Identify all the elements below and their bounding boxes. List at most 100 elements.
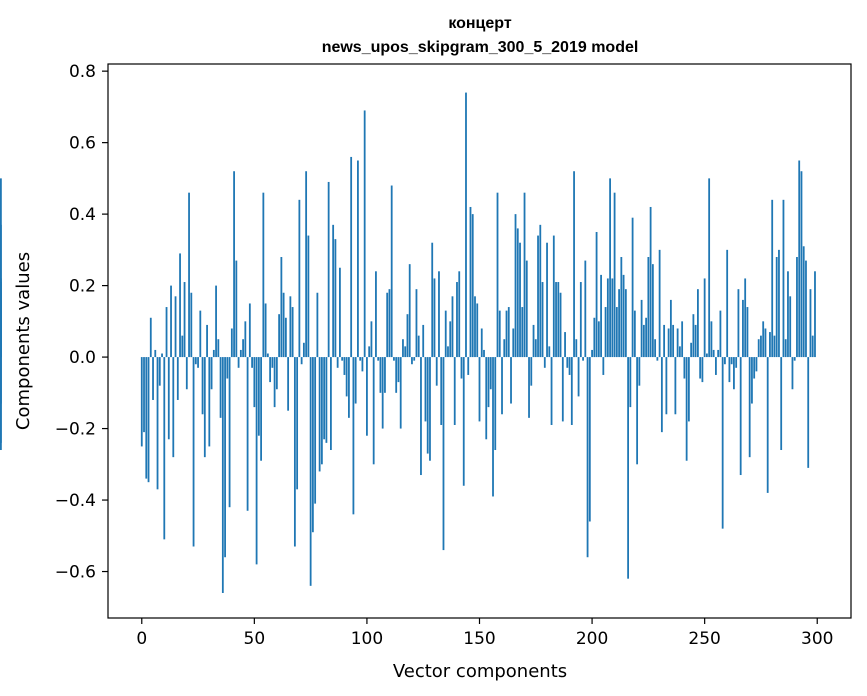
bar [760,335,762,358]
bar [462,357,465,486]
chart-title-line1: концерт [448,15,512,32]
bar [692,314,695,358]
bar [438,271,440,358]
y-tick-label: 0.8 [69,62,96,82]
bar [228,357,231,508]
bar [393,357,395,361]
bar [165,307,168,358]
y-tick-label: −0.4 [55,491,96,511]
bar [480,328,483,358]
bar [546,242,548,358]
bar [0,282,2,358]
bar [800,171,803,358]
bar [476,303,479,358]
bar [181,335,184,358]
bar [791,357,794,390]
bar [296,357,299,490]
bar [147,357,150,483]
chart-title-line2: news_upos_skipgram_300_5_2019 model [322,39,639,56]
bar [219,357,222,418]
x-tick-label: 150 [463,629,495,649]
y-tick-label: 0.0 [69,348,96,368]
bar [305,171,308,358]
bar [388,289,391,358]
bar [176,357,179,400]
x-tick-label: 250 [688,629,720,649]
bar [595,231,598,358]
bar [357,160,359,358]
bar [780,357,783,451]
bar [802,246,805,358]
bar [167,357,170,440]
bar [534,339,537,358]
bar [699,357,702,379]
bar [584,260,587,358]
bar [377,357,380,361]
bar [568,357,571,375]
y-tick-label: 0.6 [69,134,96,154]
bar [302,342,305,358]
bar [642,324,645,358]
bar [492,357,494,497]
bar [498,310,501,358]
bar [284,317,287,358]
bar [485,357,488,440]
bar [188,192,190,358]
bar [429,357,431,461]
bar [683,357,686,379]
bar [145,357,148,479]
y-tick-label: −0.2 [55,420,96,440]
bar [287,357,290,411]
bar [197,357,199,368]
bar [244,321,247,358]
bar [203,357,206,458]
bar [622,274,625,358]
bar [453,357,456,425]
bar [755,357,758,372]
bar [548,346,551,358]
y-axis-label: Components values [13,252,34,430]
bar [275,357,278,390]
bar [248,303,251,358]
bar [805,260,807,358]
bar [519,242,521,358]
bar [424,357,427,422]
bar [406,314,409,358]
bar [582,357,584,361]
bar [271,357,274,368]
bar [379,357,382,393]
bar [710,321,713,358]
bar [613,192,616,358]
bar [199,310,202,358]
bar [420,357,422,476]
bar [253,357,256,408]
bar [530,357,533,386]
bar [415,289,418,358]
bar [703,278,706,358]
bar [149,317,152,358]
bar [726,249,729,358]
bar [280,257,283,358]
bar [627,357,629,579]
bar [251,357,253,368]
bar [161,353,163,358]
bar [442,357,445,551]
bar [744,278,747,358]
bar [339,267,341,358]
bar [557,282,560,358]
bar [235,260,238,358]
bar [512,328,515,358]
bar [694,324,697,358]
bar [787,271,789,358]
bar [217,339,220,358]
bar [183,282,186,358]
bar [156,357,159,490]
bar [555,282,557,358]
bar [359,357,362,361]
bar [413,357,416,361]
bar [194,357,197,365]
bar [523,192,526,358]
bar [179,253,181,358]
bar [201,357,204,415]
bar [233,171,235,358]
